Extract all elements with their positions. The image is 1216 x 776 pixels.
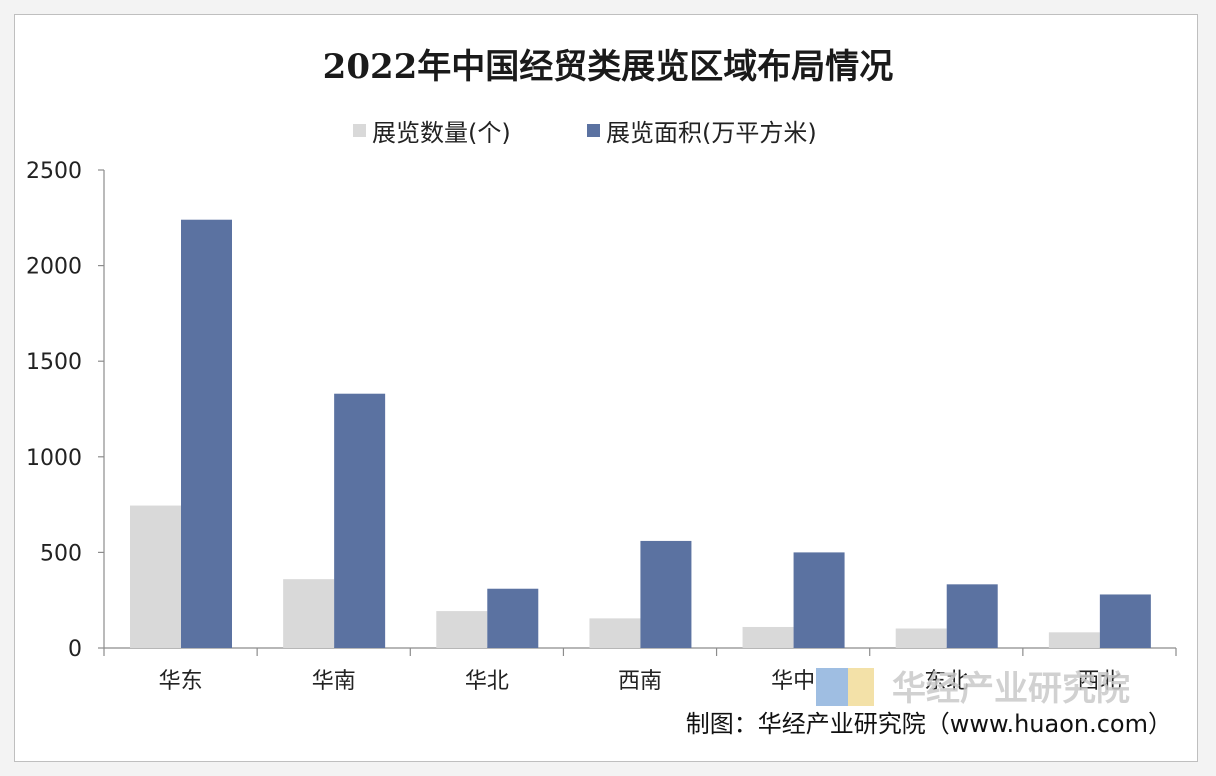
y-tick-label: 1000: [26, 446, 82, 471]
bar-exhibition-area: [1099, 594, 1151, 648]
y-tick-label: 2500: [26, 159, 82, 184]
legend: 展览数量(个) 展览面积(万平方米): [353, 119, 817, 147]
x-axis: 华东 华南 华北 西南 华中 东北 西北: [103, 647, 1177, 694]
bar-exhibition-count: [895, 628, 947, 648]
x-tick-label: 华北: [465, 669, 509, 694]
y-axis: 0 500 1000 1500 2000 2500: [26, 159, 105, 662]
y-tick-label: 0: [68, 637, 82, 662]
bar-exhibition-count: [436, 611, 488, 648]
bar-exhibition-area: [946, 584, 998, 648]
bar-exhibition-count: [742, 626, 794, 648]
bar-exhibition-area: [640, 540, 692, 648]
x-tick-label: 华中: [771, 669, 815, 694]
bar-exhibition-count: [130, 505, 181, 648]
x-tick-label: 西北: [1077, 669, 1121, 694]
legend-label-area: 展览面积(万平方米): [606, 119, 817, 147]
bar-exhibition-count: [1048, 632, 1100, 648]
y-tick-label: 500: [40, 541, 82, 566]
watermark: 华经产业研究院: [816, 668, 1130, 709]
watermark-text: 华经产业研究院: [892, 669, 1130, 709]
x-tick-label: 东北: [924, 669, 968, 694]
source-note: 制图：华经产业研究院（www.huaon.com）: [686, 710, 1172, 738]
bar-exhibition-area: [793, 552, 845, 648]
y-tick-label: 1500: [26, 350, 82, 375]
x-tick-label: 西南: [618, 669, 662, 694]
bars: [130, 219, 1151, 648]
x-tick-label: 华东: [159, 669, 203, 694]
bar-exhibition-count: [283, 579, 335, 648]
legend-label-count: 展览数量(个): [372, 119, 511, 147]
legend-swatch-area: [587, 124, 600, 137]
y-tick-label: 2000: [26, 255, 82, 280]
watermark-logo-accent: [848, 668, 874, 706]
x-tick-label: 华南: [312, 669, 356, 694]
watermark-logo-icon: [816, 668, 848, 706]
legend-swatch-count: [353, 124, 366, 137]
bar-exhibition-area: [487, 588, 539, 648]
bar-exhibition-area: [334, 393, 386, 648]
chart-title: 2022年中国经贸类展览区域布局情况: [323, 47, 894, 87]
bar-exhibition-count: [589, 618, 641, 648]
bar-exhibition-area: [181, 219, 232, 648]
